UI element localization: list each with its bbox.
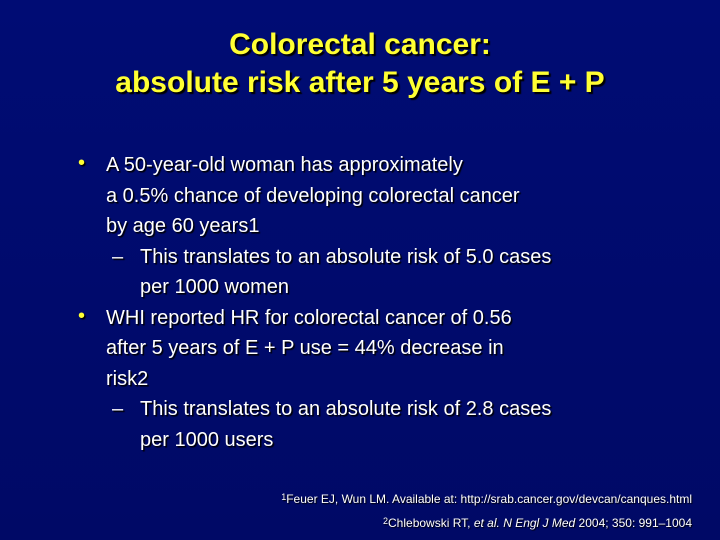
reference-2-citation: 2004; 350: 991–1004: [575, 516, 692, 530]
reference-2-etal: et al.: [473, 516, 500, 530]
bullet-icon: •: [78, 152, 86, 174]
sub-bullet-2: – This translates to an absolute risk of…: [78, 394, 688, 455]
sub-bullet-1: – This translates to an absolute risk of…: [78, 242, 688, 303]
reference-2-journal: N Engl J Med: [503, 516, 576, 530]
slide-title: Colorectal cancer: absolute risk after 5…: [0, 26, 720, 102]
sub-bullet-2-line-2: per 1000 users: [140, 428, 274, 451]
bullet-1-line-3: by age 60 years1: [106, 215, 260, 237]
bullet-1: • A 50-year-old woman has approximately …: [78, 150, 688, 242]
sub-bullet-2-line-1: This translates to an absolute risk of 2…: [140, 398, 552, 420]
reference-2-number: 2: [383, 516, 389, 526]
reference-2-authors: Chlebowski RT,: [388, 516, 474, 530]
bullet-2-line-1: WHI reported HR for colorectal cancer of…: [106, 306, 512, 329]
reference-2: 2Chlebowski RT, et al. N Engl J Med 2004…: [281, 510, 692, 534]
dash-icon: –: [112, 398, 124, 420]
title-line-1: Colorectal cancer:: [229, 28, 491, 61]
bullet-2-line-2: after 5 years of E + P use = 44% decreas…: [106, 337, 504, 359]
references: 1Feuer EJ, Wun LM. Available at: http://…: [281, 486, 692, 534]
dash-icon: –: [112, 245, 124, 268]
bullet-icon: •: [78, 304, 86, 327]
bullet-2: • WHI reported HR for colorectal cancer …: [78, 303, 688, 395]
sub-bullet-1-line-1: This translates to an absolute risk of 5…: [140, 245, 552, 268]
bullet-1-line-1: A 50-year-old woman has approximately: [106, 154, 463, 176]
reference-1-text: Feuer EJ, Wun LM. Available at: http://s…: [286, 492, 692, 506]
bullet-1-line-2: a 0.5% chance of developing colorectal c…: [106, 184, 520, 207]
bullet-2-line-3: risk2: [106, 367, 149, 390]
reference-1-number: 1: [281, 492, 287, 502]
reference-1: 1Feuer EJ, Wun LM. Available at: http://…: [281, 486, 692, 510]
title-line-2: absolute risk after 5 years of E + P: [115, 66, 605, 99]
sub-bullet-1-line-2: per 1000 women: [140, 276, 289, 298]
slide-body: • A 50-year-old woman has approximately …: [78, 150, 688, 455]
